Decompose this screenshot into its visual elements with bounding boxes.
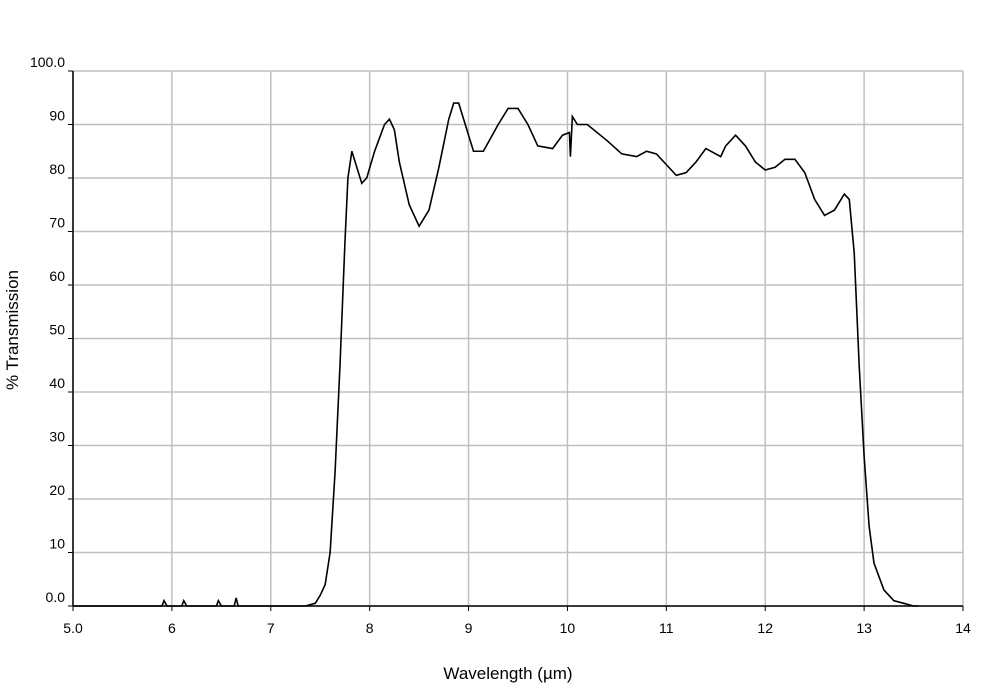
x-tick-label: 12 bbox=[757, 620, 773, 636]
x-tick-label: 7 bbox=[267, 620, 275, 636]
y-axis-label: % Transmission bbox=[3, 270, 22, 390]
x-tick-label: 10 bbox=[560, 620, 576, 636]
y-tick-label: 0.0 bbox=[46, 589, 66, 605]
x-tick-label: 5.0 bbox=[63, 620, 83, 636]
x-axis-label: Wavelength (µm) bbox=[443, 664, 572, 683]
y-tick-label: 30 bbox=[49, 429, 65, 445]
y-tick-label: 100.0 bbox=[30, 54, 65, 70]
y-tick-label: 10 bbox=[49, 536, 65, 552]
y-tick-label: 20 bbox=[49, 482, 65, 498]
x-tick-label: 9 bbox=[465, 620, 473, 636]
data-line bbox=[73, 102, 919, 607]
x-tick-label: 13 bbox=[856, 620, 872, 636]
x-tick-label: 6 bbox=[168, 620, 176, 636]
x-tick-label: 11 bbox=[659, 620, 674, 636]
y-tick-label: 90 bbox=[49, 108, 65, 124]
y-tick-label: 70 bbox=[49, 215, 65, 231]
y-tick-label: 80 bbox=[49, 161, 65, 177]
x-tick-label: 8 bbox=[366, 620, 374, 636]
y-tick-label: 40 bbox=[49, 375, 65, 391]
x-tick-label: 14 bbox=[955, 620, 971, 636]
y-tick-label: 60 bbox=[49, 268, 65, 284]
y-tick-label: 50 bbox=[49, 322, 65, 338]
